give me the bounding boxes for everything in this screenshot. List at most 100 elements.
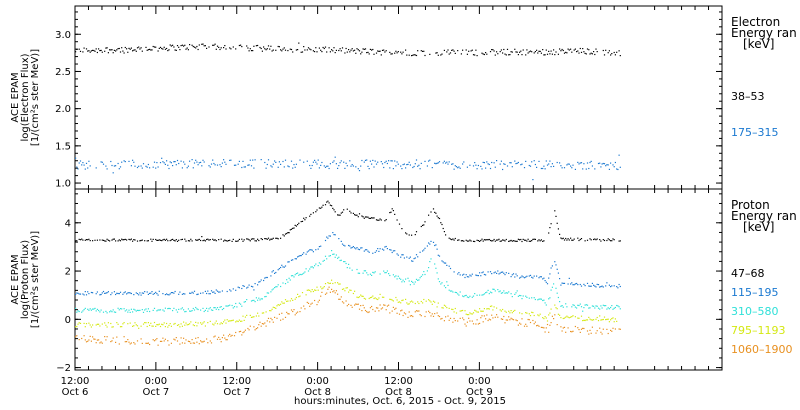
- data-point: [497, 316, 499, 318]
- data-point: [189, 240, 191, 242]
- data-point: [505, 238, 507, 241]
- data-point: [392, 306, 394, 308]
- data-point: [389, 167, 391, 169]
- data-point: [539, 298, 541, 300]
- data-point: [611, 53, 613, 55]
- data-point: [130, 342, 132, 344]
- data-point: [106, 326, 108, 328]
- data-point: [174, 339, 176, 341]
- data-point: [221, 337, 223, 339]
- data-point: [526, 275, 528, 277]
- data-point: [132, 240, 134, 242]
- data-point: [608, 284, 610, 286]
- data-point: [465, 239, 467, 241]
- data-point: [586, 239, 589, 241]
- data-point: [595, 48, 597, 50]
- data-point: [471, 296, 473, 298]
- data-point: [146, 166, 148, 168]
- data-point: [235, 164, 237, 166]
- data-point: [612, 327, 614, 329]
- data-point: [255, 328, 257, 330]
- data-point: [269, 310, 271, 312]
- data-point: [525, 239, 527, 241]
- data-point: [428, 242, 430, 244]
- data-point: [280, 163, 282, 165]
- data-point: [512, 273, 515, 275]
- data-point: [254, 159, 256, 161]
- data-point: [430, 315, 432, 317]
- data-point: [391, 299, 393, 301]
- data-point: [218, 291, 220, 293]
- data-point: [437, 254, 439, 256]
- data-point: [538, 239, 540, 241]
- data-point: [327, 288, 329, 290]
- data-point: [208, 308, 210, 310]
- data-point: [560, 237, 562, 239]
- data-point: [340, 240, 342, 242]
- data-point: [166, 322, 168, 325]
- data-point: [196, 341, 198, 343]
- data-point: [528, 51, 530, 53]
- data-point: [293, 309, 295, 311]
- data-point: [311, 302, 313, 304]
- data-point: [471, 320, 473, 322]
- data-point: [434, 301, 436, 303]
- data-point: [212, 323, 214, 325]
- data-point: [106, 292, 108, 294]
- data-point: [136, 325, 139, 327]
- data-point: [306, 289, 308, 291]
- data-point: [267, 237, 270, 239]
- data-point: [283, 266, 285, 268]
- data-point: [538, 160, 540, 162]
- data-point: [348, 303, 350, 305]
- data-point: [314, 289, 316, 291]
- data-point: [561, 282, 563, 284]
- data-point: [542, 167, 544, 170]
- data-point: [274, 160, 276, 162]
- data-point: [204, 290, 206, 292]
- data-point: [380, 54, 382, 56]
- data-point: [538, 298, 540, 300]
- data-point: [75, 51, 77, 53]
- data-point: [189, 292, 191, 294]
- data-point: [521, 54, 523, 56]
- data-point: [429, 261, 431, 263]
- data-point: [274, 287, 276, 289]
- data-point: [277, 269, 279, 271]
- data-point: [214, 292, 216, 294]
- data-point: [458, 272, 460, 274]
- data-point: [449, 317, 452, 319]
- data-point: [105, 292, 107, 294]
- data-point: [106, 336, 108, 338]
- data-point: [250, 300, 253, 302]
- data-point: [112, 172, 114, 174]
- data-point: [216, 323, 219, 325]
- data-point: [528, 164, 530, 167]
- data-point: [102, 239, 105, 241]
- data-point: [248, 50, 250, 52]
- data-point: [304, 219, 306, 221]
- data-point: [591, 326, 593, 328]
- data-point: [123, 160, 125, 162]
- data-point: [310, 291, 312, 293]
- data-point: [571, 239, 573, 241]
- data-point: [562, 49, 564, 52]
- data-point: [300, 255, 302, 257]
- data-point: [497, 270, 499, 272]
- data-point: [600, 240, 602, 242]
- data-point: [567, 48, 569, 50]
- data-point: [481, 294, 483, 296]
- data-point: [315, 249, 317, 251]
- data-point: [430, 258, 432, 260]
- data-point: [243, 285, 245, 287]
- data-point: [606, 328, 608, 330]
- data-point: [176, 324, 179, 326]
- data-point: [119, 240, 122, 242]
- data-point: [454, 291, 456, 293]
- data-point: [169, 161, 171, 163]
- data-point: [413, 54, 415, 56]
- data-point: [522, 238, 524, 240]
- data-point: [155, 325, 157, 327]
- data-point: [297, 256, 299, 258]
- data-point: [146, 291, 148, 293]
